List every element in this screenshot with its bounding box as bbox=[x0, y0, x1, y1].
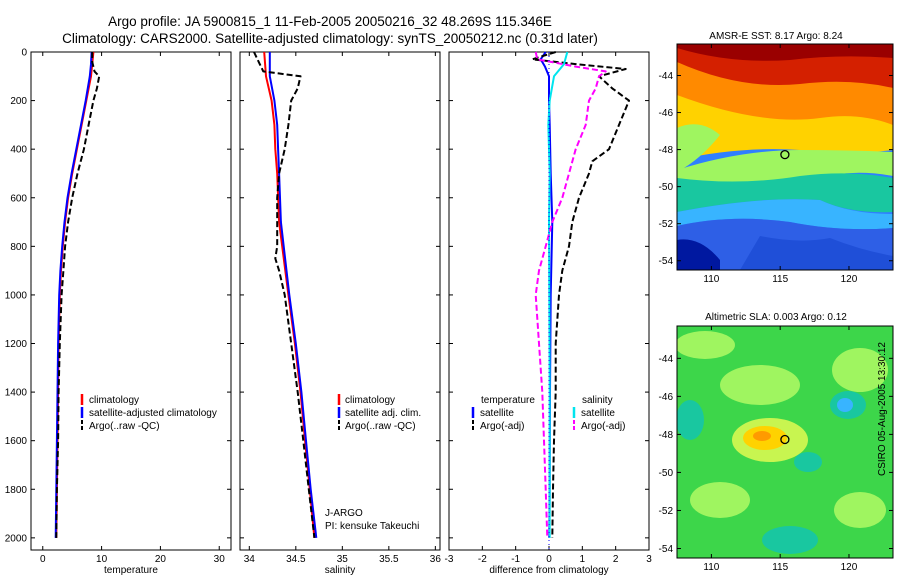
y-tick-label: 1400 bbox=[5, 388, 28, 399]
series-line-argo-raw-qc bbox=[55, 52, 101, 538]
x-tick-label: 36 bbox=[430, 554, 442, 565]
map-y-tick-label: -52 bbox=[659, 219, 674, 230]
annotation-jargo: J-ARGO bbox=[325, 508, 363, 519]
difference-legend: temperature satellite Argo(-adj) salinit… bbox=[471, 395, 625, 432]
x-tick-label: 35.5 bbox=[379, 554, 399, 565]
map-y-tick-label: -46 bbox=[659, 392, 674, 403]
salinity-panel bbox=[239, 51, 441, 551]
chart-title: Argo profile: JA 5900815_1 11-Feb-2005 2… bbox=[108, 14, 552, 29]
salinity-xlabel: salinity bbox=[325, 565, 356, 576]
map-x-tick-label: 110 bbox=[703, 274, 719, 285]
temperature-panel bbox=[30, 51, 232, 551]
legend-label-satellite: satellite-adjusted climatology bbox=[89, 408, 217, 419]
legend-label-argo: Argo(..raw -QC) bbox=[345, 421, 416, 432]
y-tick-label: 600 bbox=[10, 193, 27, 204]
x-tick-label: -2 bbox=[478, 554, 487, 565]
x-tick-label: 34.5 bbox=[286, 554, 306, 565]
argo-location-marker bbox=[780, 434, 790, 445]
legend-group-temperature: temperature bbox=[481, 395, 535, 406]
temperature-legend: climatology satellite-adjusted climatolo… bbox=[80, 394, 217, 432]
series-line-argo-raw-qc bbox=[253, 51, 316, 539]
map-y-tick-label: -50 bbox=[659, 468, 674, 479]
map-x-tick-label: 110 bbox=[703, 562, 719, 573]
series-line-salinity-satellite bbox=[547, 51, 569, 538]
y-tick-label: 1600 bbox=[5, 436, 28, 447]
x-tick-label: 1 bbox=[580, 554, 586, 565]
series-line-satellite-adjusted-climatology bbox=[54, 51, 93, 538]
x-tick-label: 34 bbox=[244, 554, 256, 565]
map-y-tick-label: -48 bbox=[659, 145, 674, 156]
sst-map-frame bbox=[676, 43, 894, 271]
y-tick-label: 400 bbox=[10, 145, 27, 156]
legend-label-satellite: satellite adj. clim. bbox=[345, 408, 421, 419]
x-tick-label: 10 bbox=[96, 554, 108, 565]
y-tick-label: 0 bbox=[21, 48, 27, 59]
legend-group-salinity: salinity bbox=[582, 395, 613, 406]
chart-subtitle: Climatology: CARS2000. Satellite-adjuste… bbox=[62, 31, 598, 46]
series-line-temperature-argo-adj bbox=[531, 51, 630, 538]
y-tick-label: 1800 bbox=[5, 485, 28, 496]
annotation-pi: PI: kensuke Takeuchi bbox=[325, 521, 419, 532]
y-tick-label: 1000 bbox=[5, 290, 28, 301]
map-y-tick-label: -48 bbox=[659, 430, 674, 441]
series-line-satellite-adj-clim bbox=[268, 52, 318, 539]
sla-map-frame bbox=[676, 325, 894, 559]
x-tick-label: 20 bbox=[155, 554, 167, 565]
legend-label-argo: Argo(..raw -QC) bbox=[89, 421, 160, 432]
map-y-tick-label: -54 bbox=[659, 544, 674, 555]
map-y-tick-label: -54 bbox=[659, 256, 674, 267]
map-x-tick-label: 115 bbox=[772, 274, 788, 285]
x-tick-label: -3 bbox=[445, 554, 454, 565]
argo-location-marker bbox=[780, 149, 790, 160]
map-y-tick-label: -50 bbox=[659, 182, 674, 193]
legend-label-temp-satellite: satellite bbox=[480, 408, 514, 419]
series-line-salinity-argo-adj bbox=[534, 51, 607, 538]
legend-label-temp-argo: Argo(-adj) bbox=[480, 421, 524, 432]
y-tick-label: 2000 bbox=[5, 533, 28, 544]
temperature-xlabel: temperature bbox=[104, 565, 158, 576]
y-tick-label: 1200 bbox=[5, 339, 28, 350]
x-tick-label: 35 bbox=[337, 554, 349, 565]
x-tick-label: 3 bbox=[646, 554, 652, 565]
x-tick-label: -1 bbox=[511, 554, 520, 565]
map-y-tick-label: -52 bbox=[659, 506, 674, 517]
sla-heatmap bbox=[677, 326, 893, 558]
x-tick-label: 30 bbox=[214, 554, 226, 565]
map-y-tick-label: -46 bbox=[659, 108, 674, 119]
legend-label-climatology: climatology bbox=[345, 395, 395, 406]
difference-xlabel: difference from climatology bbox=[489, 565, 608, 576]
map-x-tick-label: 120 bbox=[841, 274, 858, 285]
map-x-tick-label: 115 bbox=[772, 562, 788, 573]
y-tick-label: 200 bbox=[10, 96, 27, 107]
legend-label-sal-argo: Argo(-adj) bbox=[581, 421, 625, 432]
sla-map-title: Altimetric SLA: 0.003 Argo: 0.12 bbox=[705, 312, 847, 323]
map-y-tick-label: -44 bbox=[659, 71, 674, 82]
sst-map-title: AMSR-E SST: 8.17 Argo: 8.24 bbox=[709, 31, 843, 42]
sst-heatmap bbox=[677, 44, 893, 270]
x-tick-label: 0 bbox=[546, 554, 552, 565]
legend-label-climatology: climatology bbox=[89, 395, 139, 406]
legend-label-sal-satellite: satellite bbox=[581, 408, 615, 419]
x-tick-label: 0 bbox=[40, 554, 46, 565]
x-tick-label: 2 bbox=[613, 554, 619, 565]
map-y-tick-label: -44 bbox=[659, 354, 674, 365]
map-x-tick-label: 120 bbox=[841, 562, 858, 573]
y-tick-label: 800 bbox=[10, 242, 27, 253]
salinity-legend: climatology satellite adj. clim. Argo(..… bbox=[325, 394, 421, 532]
